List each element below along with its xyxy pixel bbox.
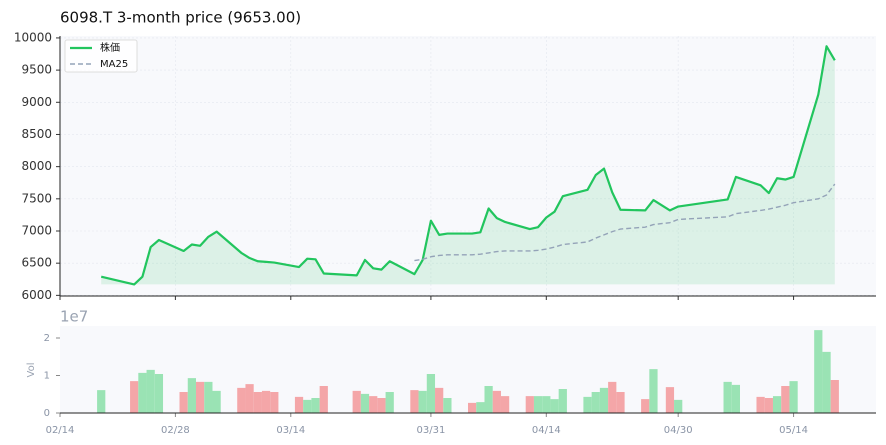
- volume-bar: [649, 369, 658, 413]
- volume-bar: [426, 374, 436, 413]
- y-tick-label: 8000: [21, 159, 52, 173]
- volume-bar: [146, 369, 155, 413]
- volume-bar: [641, 399, 650, 413]
- volume-bar: [212, 390, 221, 413]
- volume-bar: [599, 387, 609, 413]
- volume-bar: [204, 381, 213, 413]
- x-tick-label: 02/14: [46, 425, 75, 436]
- volume-bar: [237, 387, 246, 413]
- volume-bar: [294, 396, 304, 413]
- volume-bar: [443, 398, 452, 413]
- volume-bar: [154, 374, 164, 413]
- x-tick-label: 03/31: [416, 425, 445, 436]
- volume-bar: [369, 396, 378, 413]
- volume-bar: [789, 381, 798, 413]
- volume-bar: [665, 387, 675, 413]
- y-tick-label: 9000: [21, 95, 52, 109]
- offset-label: 1e7: [60, 308, 88, 326]
- y-tick-label: 0: [44, 408, 50, 419]
- volume-bar: [756, 396, 765, 413]
- volume-bar: [187, 378, 196, 413]
- y-tick-label: 8500: [21, 127, 52, 141]
- volume-bar: [245, 384, 254, 413]
- volume-bar: [130, 381, 139, 413]
- volume-bar: [764, 398, 773, 413]
- volume-bar: [377, 398, 386, 413]
- x-tick-label: 04/14: [532, 425, 561, 436]
- volume-bar: [303, 399, 312, 413]
- volume-bar: [525, 396, 534, 413]
- y-tick-label: 6000: [21, 288, 52, 302]
- volume-bar: [616, 392, 625, 413]
- x-tick-label: 02/28: [161, 425, 190, 436]
- y-tick-label: 10000: [14, 30, 52, 44]
- legend-label: MA25: [100, 59, 128, 70]
- volume-bar: [410, 390, 419, 413]
- volume-bar: [591, 392, 600, 413]
- volume-bar: [435, 387, 444, 413]
- volume-bar: [583, 396, 592, 413]
- volume-bar: [385, 392, 394, 413]
- x-tick-label: 03/14: [276, 425, 305, 436]
- chart-title: 6098.T 3-month price (9653.00): [60, 9, 301, 27]
- volume-bar: [500, 396, 510, 413]
- y-tick-label: 2: [44, 333, 50, 344]
- volume-bar: [311, 398, 320, 413]
- volume-bar: [723, 381, 732, 413]
- volume-bar: [830, 380, 839, 413]
- volume-bar: [814, 330, 823, 413]
- volume-bar: [542, 396, 551, 413]
- price-panel: [60, 36, 876, 296]
- volume-bar: [319, 386, 328, 413]
- volume-bar: [270, 392, 279, 413]
- volume-bar: [253, 392, 262, 413]
- volume-bar: [468, 402, 477, 413]
- volume-bar: [352, 390, 361, 413]
- y-tick-label: 7000: [21, 224, 52, 238]
- volume-bar: [674, 399, 683, 413]
- volume-bar: [550, 399, 559, 413]
- volume-bar: [558, 389, 567, 413]
- y-axis-label: Vol: [26, 363, 37, 378]
- volume-bar: [418, 390, 427, 413]
- y-tick-label: 1: [44, 371, 50, 382]
- ma-line: [414, 183, 836, 262]
- volume-bar: [781, 386, 790, 413]
- price-line: [100, 45, 836, 286]
- volume-bar: [484, 386, 493, 413]
- y-tick-label: 7500: [21, 191, 52, 205]
- volume-bar: [476, 402, 485, 413]
- x-tick-label: 05/14: [779, 425, 808, 436]
- y-tick-label: 9500: [21, 63, 52, 77]
- volume-bar: [261, 390, 271, 413]
- volume-bar: [97, 390, 106, 413]
- volume-bar: [533, 396, 543, 413]
- volume-bar: [608, 381, 617, 413]
- volume-bar: [492, 390, 501, 413]
- volume-bar: [196, 381, 205, 413]
- volume-bar: [822, 351, 831, 413]
- volume-bar: [360, 393, 370, 413]
- x-tick-label: 04/30: [664, 425, 693, 436]
- volume-bar: [138, 372, 147, 413]
- volume-bar: [731, 384, 740, 413]
- volume-bar: [772, 396, 782, 413]
- legend-label: 株価: [100, 41, 120, 54]
- y-tick-label: 6500: [21, 256, 52, 270]
- volume-bar: [179, 392, 188, 413]
